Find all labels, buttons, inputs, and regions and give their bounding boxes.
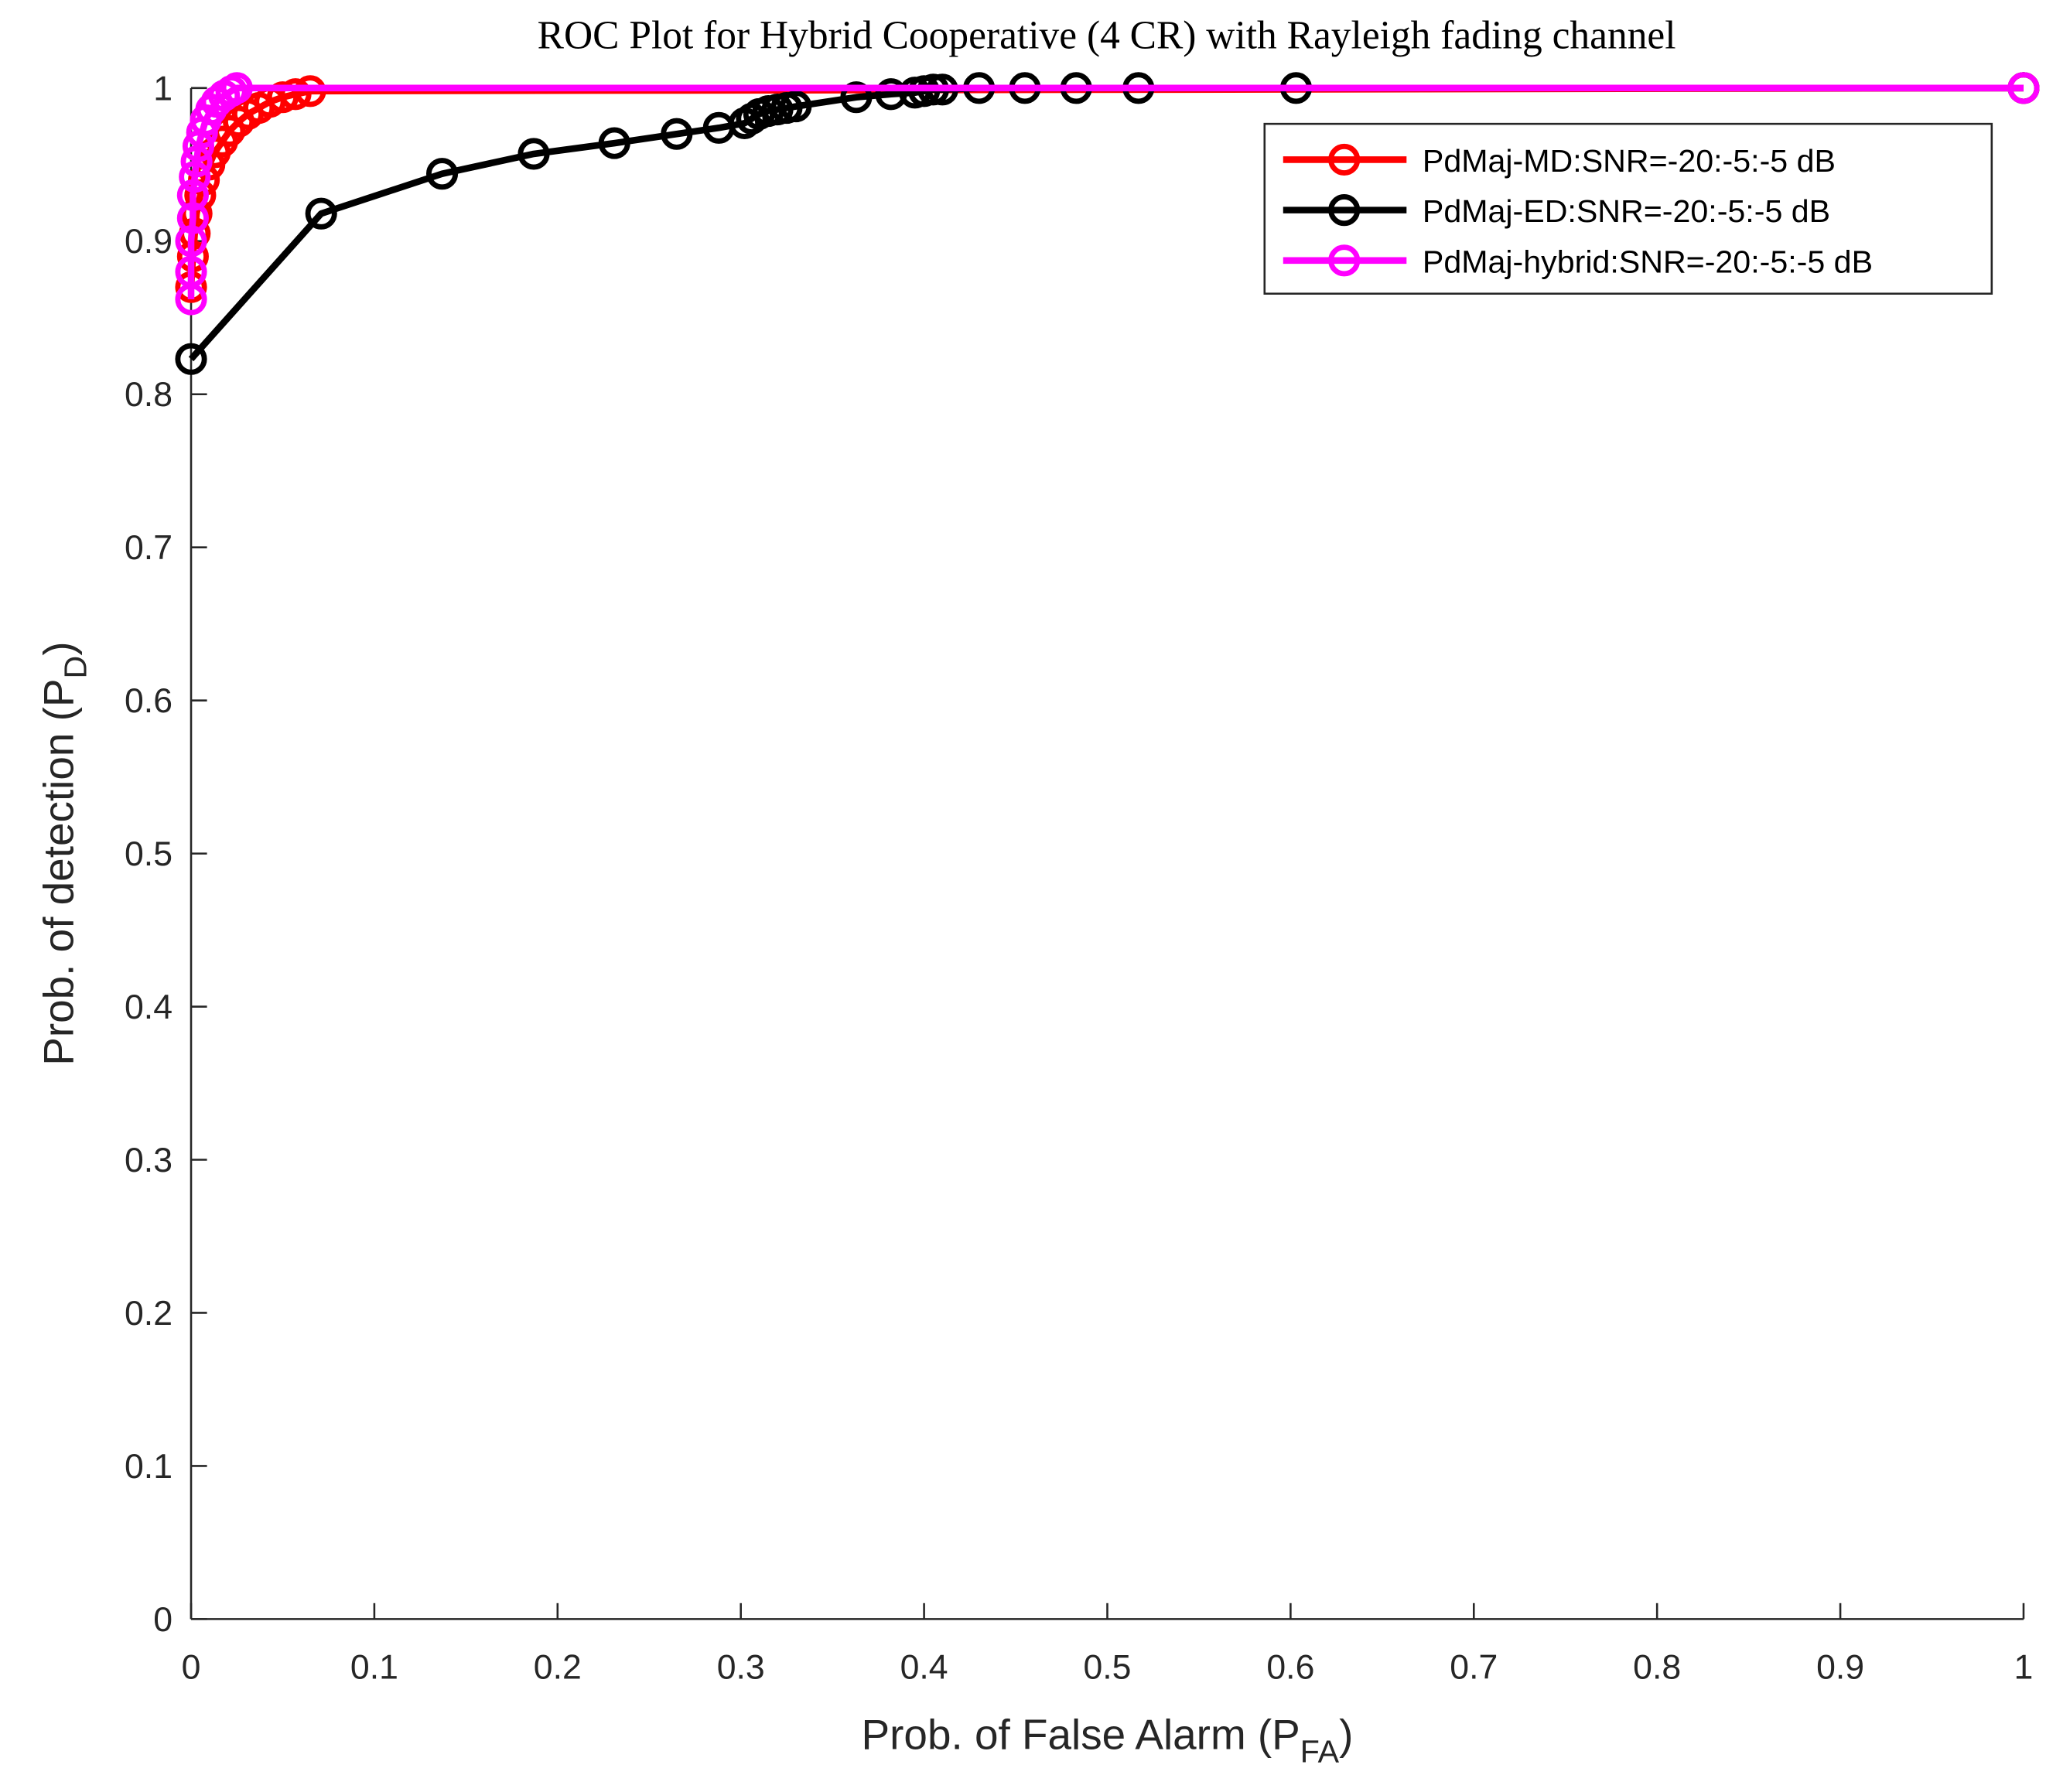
- y-tick-label: 0.6: [125, 682, 172, 720]
- legend-marker: [1328, 143, 1361, 176]
- marker: [175, 225, 207, 258]
- x-tick-label: 0.1: [350, 1649, 398, 1687]
- marker: [179, 161, 211, 193]
- x-tick-label: 0.2: [534, 1649, 582, 1687]
- x-tick-label: 0.8: [1633, 1649, 1681, 1687]
- x-tick-label: 0.6: [1266, 1649, 1314, 1687]
- marker: [598, 127, 630, 159]
- legend-label: PdMaj-MD:SNR=-20:-5:-5 dB: [1423, 143, 1836, 179]
- x-tick-label: 0.4: [900, 1649, 948, 1687]
- y-tick-label: 0: [153, 1601, 172, 1639]
- x-tick-label: 1: [2014, 1649, 2034, 1687]
- marker: [2007, 72, 2040, 104]
- marker: [279, 78, 312, 111]
- marker: [175, 255, 207, 288]
- ylabel-label-end: ): [34, 641, 82, 655]
- legend-marker: [1328, 194, 1361, 227]
- y-tick-label: 0.9: [125, 223, 172, 261]
- y-tick-label: 0.7: [125, 529, 172, 567]
- marker: [176, 202, 209, 234]
- y-tick-label: 0.5: [125, 835, 172, 873]
- legend: PdMaj-MD:SNR=-20:-5:-5 dB PdMaj-ED:SNR=-2…: [1263, 122, 1993, 295]
- chart-title: ROC Plot for Hybrid Cooperative (4 CR) w…: [538, 13, 1676, 57]
- x-tick-label: 0.7: [1450, 1649, 1498, 1687]
- marker: [180, 145, 213, 178]
- x-tick-label: 0.9: [1816, 1649, 1864, 1687]
- y-tick-label: 0.4: [125, 988, 172, 1026]
- marker: [780, 90, 812, 123]
- ylabel-label-text: Prob. of detection (P: [34, 678, 82, 1065]
- y-tick-label: 1: [153, 70, 172, 108]
- legend-label: PdMaj-ED:SNR=-20:-5:-5 dB: [1423, 193, 1830, 229]
- x-tick-label: 0.5: [1083, 1649, 1131, 1687]
- legend-label: PdMaj-hybrid:SNR=-20:-5:-5 dB: [1423, 244, 1873, 279]
- marker: [661, 118, 693, 150]
- marker: [175, 343, 207, 375]
- x-tick-label: 0.3: [717, 1649, 765, 1687]
- xlabel-label-text: Prob. of False Alarm (P: [862, 1710, 1300, 1758]
- ylabel-label: Prob. of detection (PD): [34, 641, 93, 1065]
- y-tick-label: 0.1: [125, 1448, 172, 1486]
- marker: [840, 81, 873, 114]
- legend-marker: [1328, 244, 1361, 277]
- y-tick-label: 0.3: [125, 1142, 172, 1179]
- marker: [518, 138, 550, 170]
- y-tick-label: 0.8: [125, 376, 172, 414]
- marker: [425, 158, 459, 190]
- xlabel-label-sub: FA: [1300, 1734, 1340, 1770]
- xlabel-label-end: ): [1339, 1710, 1353, 1758]
- marker: [220, 72, 253, 104]
- y-tick-label: 0.2: [125, 1295, 172, 1333]
- xlabel-label: Prob. of False Alarm (PFA): [862, 1710, 1354, 1769]
- ylabel-label-sub: D: [58, 656, 94, 679]
- marker: [176, 179, 209, 211]
- x-tick-label: 0: [182, 1649, 201, 1687]
- marker: [305, 197, 337, 230]
